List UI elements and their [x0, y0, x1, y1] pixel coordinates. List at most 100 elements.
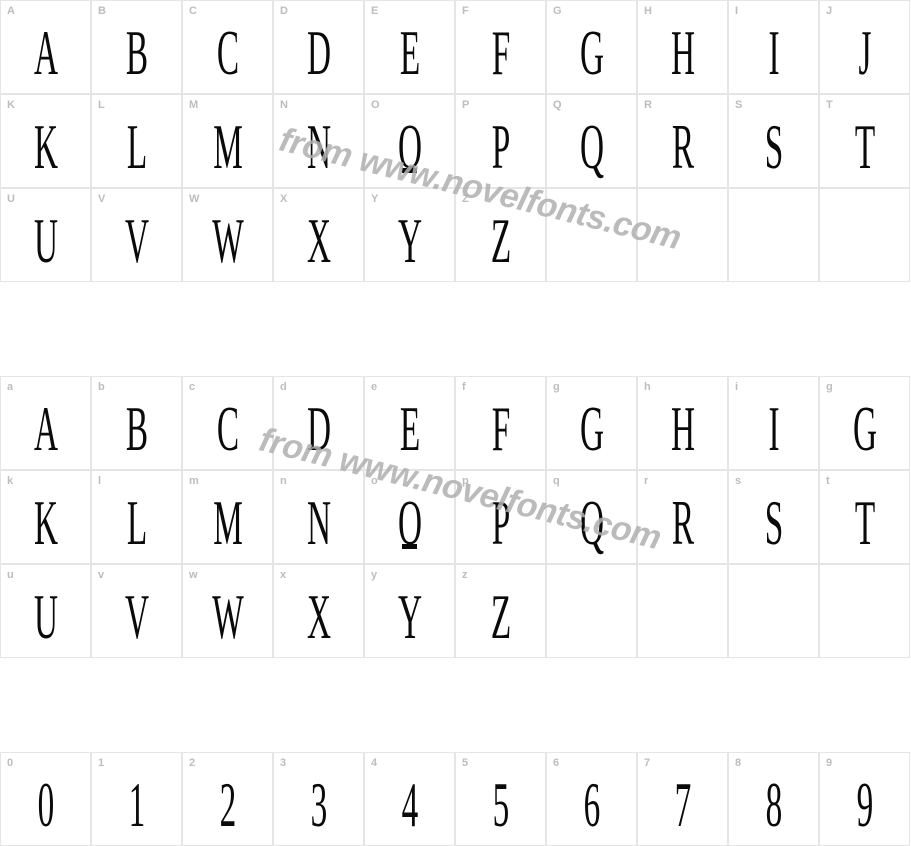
glyph-key-label: G [553, 5, 562, 17]
glyph-char: J [858, 21, 871, 85]
glyph-cell: yY [364, 564, 455, 658]
glyph-char: G [579, 21, 603, 85]
glyph-char: L [126, 115, 146, 179]
glyph-cell: oO [364, 470, 455, 564]
glyph-char: Y [397, 585, 421, 649]
glyph-char: A [33, 21, 57, 85]
glyph-cell: 33 [273, 752, 364, 846]
glyph-cell-empty [546, 564, 637, 658]
glyph-char: P [491, 115, 510, 179]
glyph-char: 3 [310, 773, 327, 837]
glyph-key-label: o [371, 475, 378, 487]
glyph-key-label: 2 [189, 757, 195, 769]
glyph-cell: 55 [455, 752, 546, 846]
glyph-key-label: I [735, 5, 738, 17]
glyph-char: P [491, 491, 510, 555]
glyph-cell: GG [546, 0, 637, 94]
glyph-cell: 11 [91, 752, 182, 846]
glyph-key-label: i [735, 381, 738, 393]
glyph-key-label: f [462, 381, 466, 393]
glyph-char: S [764, 115, 783, 179]
glyph-char: D [306, 21, 330, 85]
glyph-char: 7 [674, 773, 691, 837]
glyph-key-label: x [280, 569, 286, 581]
glyph-key-label: n [280, 475, 287, 487]
glyph-key-label: 9 [826, 757, 832, 769]
glyph-cell: TT [819, 94, 910, 188]
glyph-key-label: O [371, 99, 380, 111]
glyph-char: C [216, 21, 238, 85]
glyph-key-label: g [553, 381, 560, 393]
glyph-char: 5 [492, 773, 509, 837]
glyph-char: N [306, 491, 330, 555]
glyph-key-label: T [826, 99, 833, 111]
glyph-char: Y [397, 209, 421, 273]
glyph-cell-empty [728, 564, 819, 658]
glyph-cell: DD [273, 0, 364, 94]
glyph-key-label: z [462, 569, 468, 581]
glyph-char: W [212, 585, 243, 649]
glyph-key-label: 4 [371, 757, 377, 769]
glyph-char: K [33, 115, 57, 179]
glyph-cell: 99 [819, 752, 910, 846]
glyph-cell-empty [819, 188, 910, 282]
glyph-cell: zZ [455, 564, 546, 658]
glyph-key-label: Z [462, 193, 469, 205]
glyph-char: O [397, 115, 421, 179]
glyph-cell: gG [819, 376, 910, 470]
glyph-char: U [33, 209, 57, 273]
glyph-cell: tT [819, 470, 910, 564]
glyph-key-label: W [189, 193, 199, 205]
glyph-key-label: 1 [98, 757, 104, 769]
glyph-cell: SS [728, 94, 819, 188]
glyph-cell: CC [182, 0, 273, 94]
glyph-cell-empty [819, 564, 910, 658]
glyph-char: R [671, 491, 693, 555]
glyph-cell: hH [637, 376, 728, 470]
glyph-char: Z [490, 209, 510, 273]
glyph-key-label: S [735, 99, 742, 111]
glyph-key-label: e [371, 381, 377, 393]
glyph-cell: sS [728, 470, 819, 564]
glyph-key-label: b [98, 381, 105, 393]
glyph-key-label: D [280, 5, 288, 17]
glyph-cell: aA [0, 376, 91, 470]
glyph-char: 0 [37, 773, 54, 837]
glyph-char: X [306, 585, 330, 649]
glyph-key-label: g [826, 381, 833, 393]
glyph-cell: eE [364, 376, 455, 470]
glyph-key-label: w [189, 569, 198, 581]
glyph-char: T [854, 491, 874, 555]
glyph-key-label: X [280, 193, 287, 205]
glyph-cell: OO [364, 94, 455, 188]
glyph-key-label: u [7, 569, 14, 581]
glyph-cell: lL [91, 470, 182, 564]
glyph-char: U [33, 585, 57, 649]
glyph-char: H [670, 397, 694, 461]
glyph-char: 9 [856, 773, 873, 837]
glyph-cell: vV [91, 564, 182, 658]
glyph-key-label: M [189, 99, 198, 111]
glyph-cell: QQ [546, 94, 637, 188]
glyph-key-label: t [826, 475, 830, 487]
glyph-cell: NN [273, 94, 364, 188]
glyph-cell-empty [637, 188, 728, 282]
glyph-char: 1 [128, 773, 145, 837]
glyph-key-label: l [98, 475, 101, 487]
glyph-cell: bB [91, 376, 182, 470]
glyph-key-label: U [7, 193, 15, 205]
glyph-key-label: E [371, 5, 378, 17]
glyph-key-label: p [462, 475, 469, 487]
glyph-char: Q [579, 491, 603, 555]
glyph-cell: LL [91, 94, 182, 188]
glyph-key-label: A [7, 5, 15, 17]
glyph-cell-empty [728, 188, 819, 282]
glyph-key-label: B [98, 5, 106, 17]
glyph-cell-empty [637, 564, 728, 658]
glyph-key-label: V [98, 193, 105, 205]
glyph-char: 2 [219, 773, 236, 837]
glyph-key-label: 7 [644, 757, 650, 769]
glyph-cell: YY [364, 188, 455, 282]
glyph-char: 4 [401, 773, 418, 837]
glyph-key-label: K [7, 99, 15, 111]
